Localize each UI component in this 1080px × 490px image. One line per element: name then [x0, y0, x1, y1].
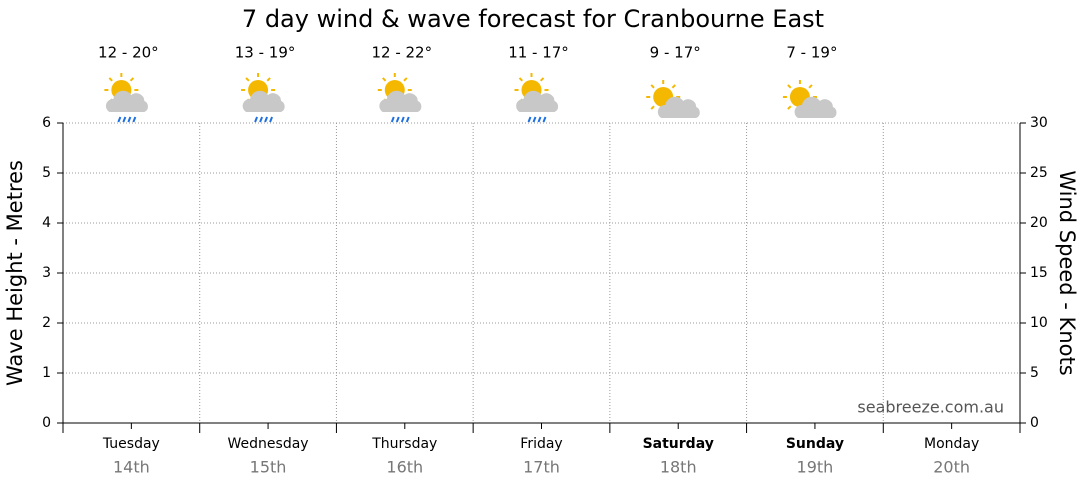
sun-ray	[245, 77, 250, 82]
sun-ray	[518, 77, 524, 82]
sun-ray	[382, 77, 387, 82]
weather-icon	[782, 80, 837, 118]
sun-ray	[787, 84, 792, 89]
y2-tick-label: 5	[1030, 365, 1039, 381]
weather-icon	[377, 73, 422, 123]
y2-tick-label: 10	[1030, 315, 1048, 331]
rain	[132, 116, 137, 123]
weather-icon	[104, 73, 148, 123]
sun-ray	[650, 105, 655, 110]
x-tick-label: Sunday	[786, 436, 844, 452]
sun-ray	[266, 77, 271, 82]
weather-icon	[514, 73, 559, 123]
y-tick-label: 2	[42, 315, 51, 331]
cloud	[105, 90, 148, 112]
weather-icon	[646, 80, 700, 118]
sun-ray	[403, 77, 408, 82]
x-date-label: 15th	[250, 458, 287, 477]
cloud	[379, 90, 422, 112]
y-axis-title: Wave Height - Metres	[3, 160, 27, 386]
weather-icon	[241, 73, 285, 123]
y-tick-label: 5	[42, 165, 51, 181]
rain	[390, 116, 395, 123]
rain	[254, 116, 258, 123]
rain	[405, 116, 410, 123]
rain	[264, 116, 268, 123]
y-tick-label: 1	[42, 365, 51, 381]
rain	[117, 116, 122, 123]
rain	[122, 116, 127, 123]
x-tick-label: Friday	[520, 436, 562, 452]
sun-ray	[650, 84, 655, 89]
cloud	[657, 96, 700, 118]
temperature: 9 - 17°	[650, 44, 701, 62]
rain	[395, 116, 400, 123]
rain	[527, 116, 532, 123]
x-date-label: 18th	[660, 458, 697, 477]
y2-tick-label: 20	[1030, 215, 1048, 231]
rain	[259, 116, 263, 123]
rain	[400, 116, 405, 123]
sun-ray	[129, 77, 135, 82]
x-tick-label: Thursday	[371, 436, 437, 452]
y-tick-label: 3	[42, 265, 51, 281]
sun-ray	[808, 84, 813, 89]
rain	[269, 116, 273, 123]
temperature: 12 - 20°	[98, 44, 159, 62]
x-tick-label: Tuesday	[102, 436, 160, 452]
x-tick-label: Saturday	[643, 436, 714, 452]
cloud	[794, 96, 837, 118]
x-date-label: 17th	[523, 458, 560, 477]
y2-tick-label: 15	[1030, 265, 1048, 281]
sun-ray	[539, 77, 545, 82]
temperature: 7 - 19°	[786, 44, 837, 62]
x-tick-label: Monday	[924, 436, 979, 452]
rain	[537, 116, 542, 123]
y2-tick-label: 30	[1030, 115, 1048, 131]
sun-ray	[108, 77, 113, 82]
temperature: 13 - 19°	[235, 44, 296, 62]
rain	[542, 116, 547, 123]
y2-tick-label: 0	[1030, 415, 1039, 431]
sun-ray	[671, 84, 676, 89]
x-date-label: 14th	[113, 458, 150, 477]
cloud	[516, 90, 559, 112]
temperature: 12 - 22°	[371, 44, 432, 62]
x-tick-label: Wednesday	[228, 436, 309, 452]
cloud	[242, 90, 285, 112]
x-date-label: 20th	[933, 458, 970, 477]
chart-title: 7 day wind & wave forecast for Cranbourn…	[242, 5, 824, 33]
rain	[127, 116, 132, 123]
y2-axis-title: Wind Speed - Knots	[1055, 170, 1079, 375]
y-tick-label: 4	[42, 215, 51, 231]
rain	[532, 116, 537, 123]
watermark: seabreeze.com.au	[857, 398, 1004, 417]
y2-tick-label: 25	[1030, 165, 1048, 181]
y-tick-label: 0	[42, 415, 51, 431]
sun-ray	[787, 105, 792, 110]
x-date-label: 16th	[386, 458, 423, 477]
y-tick-label: 6	[42, 115, 51, 131]
temperature: 11 - 17°	[508, 44, 569, 62]
x-date-label: 19th	[797, 458, 834, 477]
